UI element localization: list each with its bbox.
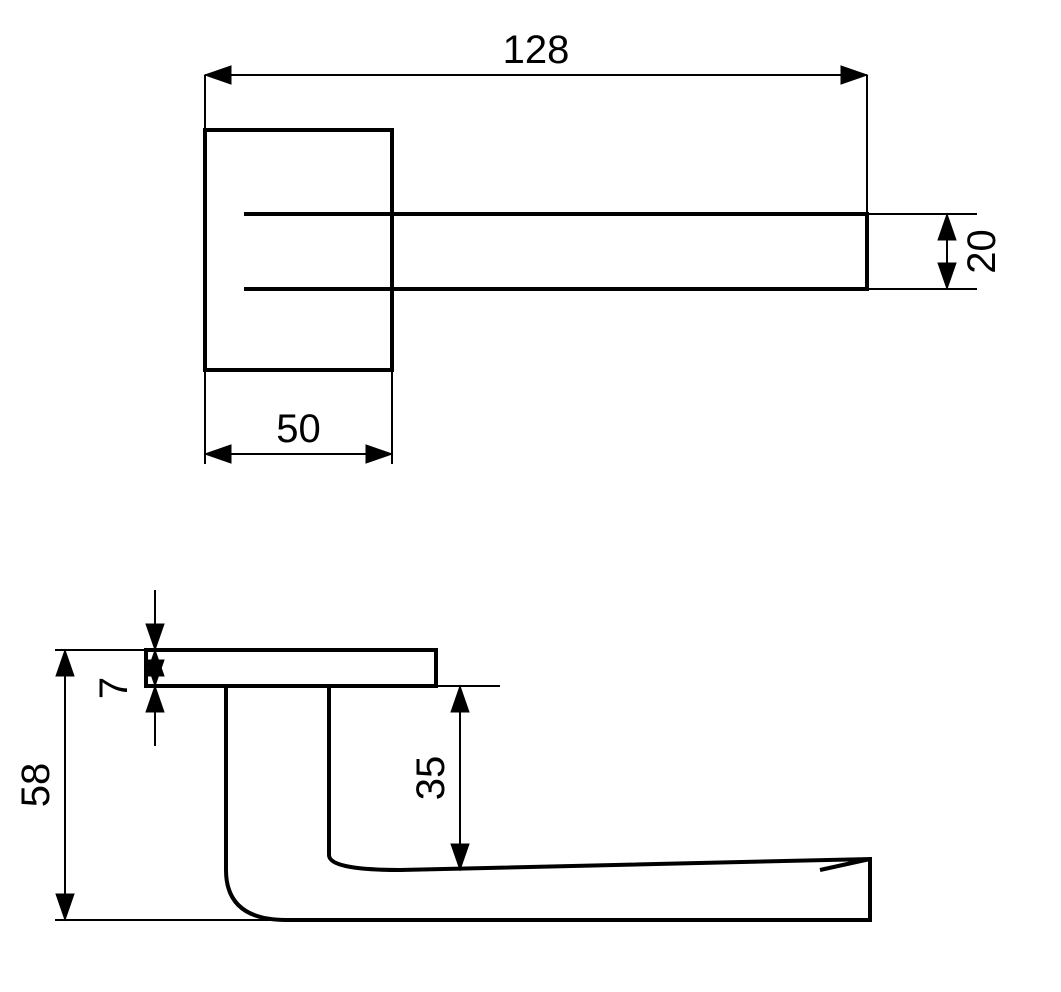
top-lever [244,214,867,289]
dim-7: 7 [92,677,136,699]
top-view: 128 20 50 [205,28,1004,464]
dim-20: 20 [960,229,1004,274]
top-rose [205,130,392,370]
side-rose [146,650,436,686]
dim-50: 50 [276,407,321,451]
dim-35: 35 [409,756,453,801]
dim-128: 128 [503,28,570,72]
side-view: 58 7 35 [14,590,870,920]
side-lever-outline [226,686,870,920]
dim-58: 58 [14,763,58,808]
